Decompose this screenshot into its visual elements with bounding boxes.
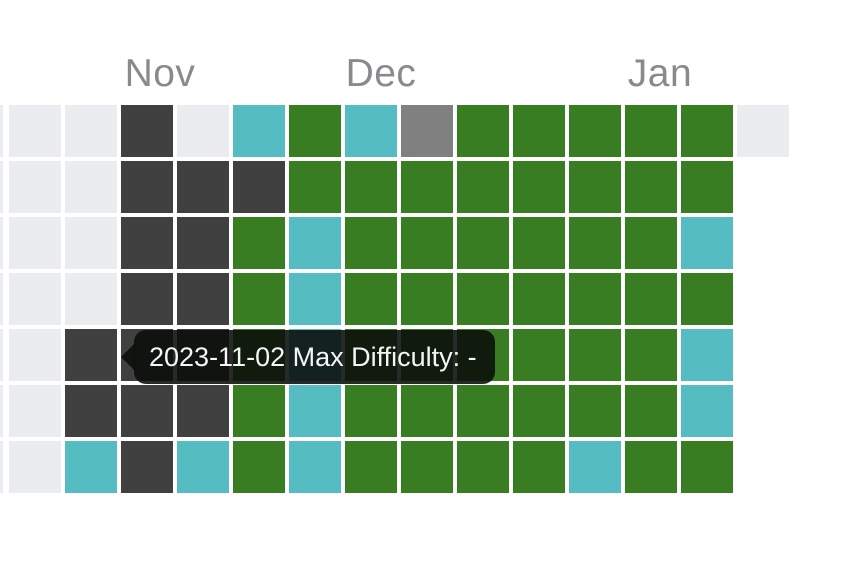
heatmap-cell[interactable] — [681, 329, 733, 381]
heatmap-cell[interactable] — [401, 105, 453, 157]
heatmap-cell[interactable] — [9, 329, 61, 381]
heatmap-cell[interactable] — [233, 161, 285, 213]
heatmap-cell-partial[interactable] — [0, 105, 3, 157]
heatmap-cell[interactable] — [401, 385, 453, 437]
heatmap-cell[interactable] — [289, 273, 341, 325]
heatmap-cell[interactable] — [569, 329, 621, 381]
heatmap-cell[interactable] — [233, 217, 285, 269]
heatmap-cell[interactable] — [121, 273, 173, 325]
heatmap-cell[interactable] — [345, 105, 397, 157]
heatmap-cell[interactable] — [625, 105, 677, 157]
heatmap-cell[interactable] — [681, 217, 733, 269]
heatmap-cell[interactable] — [289, 441, 341, 493]
heatmap-cell[interactable] — [345, 273, 397, 325]
heatmap-cell[interactable] — [177, 273, 229, 325]
heatmap-cell[interactable] — [569, 105, 621, 157]
heatmap-cell[interactable] — [177, 441, 229, 493]
heatmap-cell[interactable] — [121, 105, 173, 157]
heatmap-cell[interactable] — [9, 273, 61, 325]
heatmap-cell[interactable] — [513, 385, 565, 437]
heatmap-cell[interactable] — [401, 273, 453, 325]
heatmap-cell[interactable] — [457, 385, 509, 437]
heatmap-cell[interactable] — [121, 161, 173, 213]
heatmap-cell[interactable] — [625, 161, 677, 213]
heatmap-cell[interactable] — [121, 217, 173, 269]
heatmap-cell[interactable] — [401, 161, 453, 213]
heatmap-cell[interactable] — [9, 105, 61, 157]
heatmap-cell[interactable] — [681, 105, 733, 157]
heatmap-cell[interactable] — [681, 385, 733, 437]
heatmap-cell[interactable] — [345, 161, 397, 213]
heatmap-cell[interactable] — [65, 161, 117, 213]
heatmap-cell[interactable] — [65, 273, 117, 325]
heatmap-cell[interactable] — [513, 161, 565, 213]
heatmap-cell-partial[interactable] — [0, 161, 3, 213]
heatmap-cell[interactable] — [289, 217, 341, 269]
month-label-jan: Jan — [627, 52, 693, 95]
tooltip-arrow-left-icon — [121, 343, 135, 371]
heatmap-cell[interactable] — [625, 441, 677, 493]
heatmap-cell[interactable] — [345, 217, 397, 269]
heatmap-cell[interactable] — [65, 105, 117, 157]
heatmap-cell[interactable] — [737, 105, 789, 157]
heatmap-cell[interactable] — [513, 441, 565, 493]
heatmap-cell[interactable] — [625, 385, 677, 437]
heatmap-cell[interactable] — [9, 161, 61, 213]
heatmap-cell[interactable] — [65, 385, 117, 437]
heatmap-cell[interactable] — [457, 441, 509, 493]
heatmap-cell[interactable] — [233, 441, 285, 493]
heatmap-cell[interactable] — [569, 161, 621, 213]
heatmap-cell[interactable] — [9, 217, 61, 269]
heatmap-cell[interactable] — [65, 441, 117, 493]
month-label-dec: Dec — [345, 52, 417, 95]
heatmap-cell[interactable] — [345, 441, 397, 493]
heatmap-cell[interactable] — [513, 329, 565, 381]
heatmap-cell[interactable] — [121, 385, 173, 437]
heatmap-cell[interactable] — [233, 385, 285, 437]
heatmap-cell[interactable] — [457, 273, 509, 325]
heatmap-cell[interactable] — [65, 217, 117, 269]
heatmap-cell[interactable] — [681, 273, 733, 325]
heatmap-cell[interactable] — [457, 161, 509, 213]
heatmap-cell-partial[interactable] — [0, 329, 3, 381]
month-label-nov: Nov — [124, 52, 196, 95]
heatmap-cell[interactable] — [569, 441, 621, 493]
heatmap-cell[interactable] — [177, 217, 229, 269]
heatmap-cell[interactable] — [513, 273, 565, 325]
heatmap-cell[interactable] — [681, 161, 733, 213]
heatmap-cell[interactable] — [569, 273, 621, 325]
heatmap-cell[interactable] — [177, 385, 229, 437]
heatmap-cell[interactable] — [457, 105, 509, 157]
heatmap-cell[interactable] — [65, 329, 117, 381]
heatmap-cell[interactable] — [457, 217, 509, 269]
heatmap-cell[interactable] — [401, 217, 453, 269]
heatmap-cell[interactable] — [177, 105, 229, 157]
heatmap-cell[interactable] — [345, 385, 397, 437]
heatmap-cell[interactable] — [177, 161, 229, 213]
heatmap-cell-partial[interactable] — [0, 385, 3, 437]
tooltip: 2023-11-02 Max Difficulty: - — [121, 330, 495, 384]
heatmap-cell[interactable] — [233, 105, 285, 157]
tooltip-text: 2023-11-02 Max Difficulty: - — [149, 341, 477, 372]
heatmap-cell[interactable] — [513, 217, 565, 269]
heatmap-cell[interactable] — [569, 385, 621, 437]
heatmap-cell[interactable] — [289, 161, 341, 213]
heatmap-cell[interactable] — [233, 273, 285, 325]
heatmap-cell[interactable] — [569, 217, 621, 269]
heatmap-cell[interactable] — [9, 385, 61, 437]
heatmap-cell-partial[interactable] — [0, 273, 3, 325]
heatmap-cell[interactable] — [9, 441, 61, 493]
heatmap-cell[interactable] — [625, 329, 677, 381]
heatmap-cell[interactable] — [681, 441, 733, 493]
heatmap-cell-partial[interactable] — [0, 441, 3, 493]
heatmap-cell[interactable] — [289, 105, 341, 157]
heatmap-cell-partial[interactable] — [0, 217, 3, 269]
heatmap-cell[interactable] — [121, 441, 173, 493]
heatmap-cell[interactable] — [401, 441, 453, 493]
heatmap-cell[interactable] — [289, 385, 341, 437]
heatmap-cell[interactable] — [513, 105, 565, 157]
heatmap-cell[interactable] — [625, 217, 677, 269]
heatmap-cell[interactable] — [625, 273, 677, 325]
